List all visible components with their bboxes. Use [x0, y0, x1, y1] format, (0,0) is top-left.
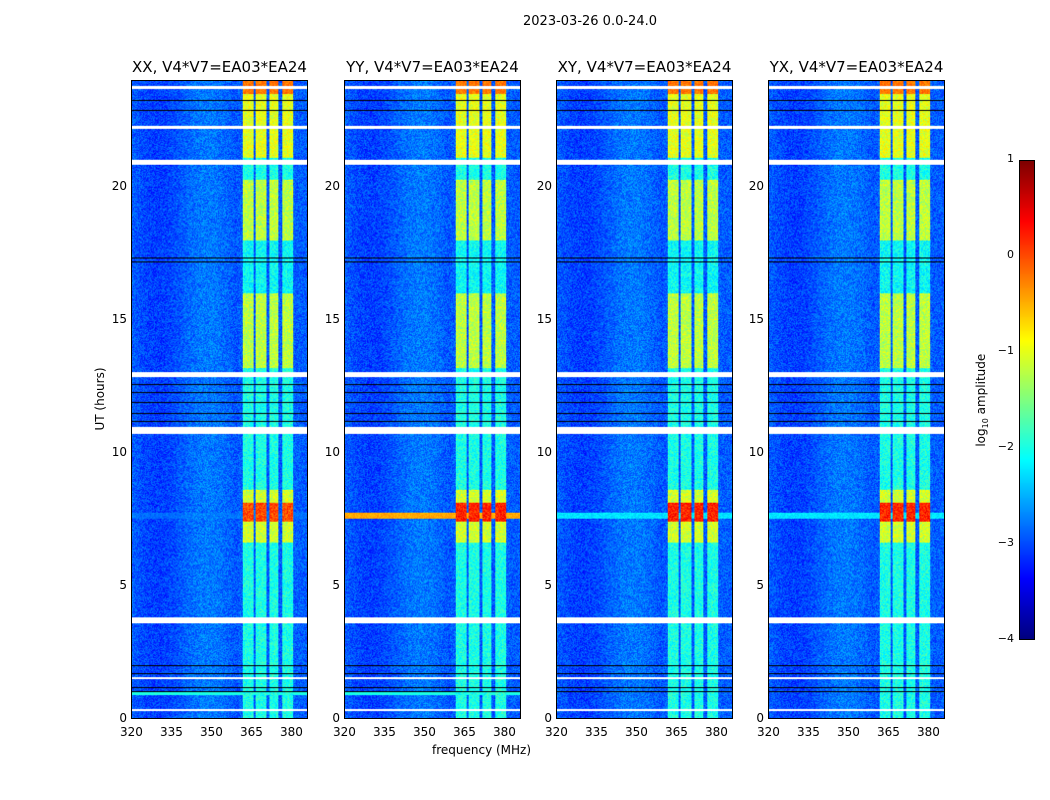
panel-title: XY, V4*V7=EA03*EA24: [557, 58, 732, 76]
x-tick-label: 380: [916, 725, 940, 739]
y-tick-label: 10: [324, 444, 340, 459]
y-tick-label: 20: [324, 178, 340, 193]
y-tick-label: 5: [544, 577, 552, 592]
panel-title: XX, V4*V7=EA03*EA24: [132, 58, 307, 76]
x-tick-label: 350: [199, 725, 223, 739]
colorbar-gradient: [1020, 161, 1034, 639]
colorbar-tick-label: 0: [1007, 248, 1014, 261]
x-tick-label: 380: [704, 725, 728, 739]
x-tick-label: 380: [492, 725, 516, 739]
spectrogram-image: [345, 81, 520, 718]
y-tick-label: 15: [536, 311, 552, 326]
spectrogram-panel: [768, 80, 945, 719]
x-tick-label: 320: [757, 725, 780, 739]
x-tick-label: 320: [120, 725, 143, 739]
colorbar-label-rest: amplitude: [973, 353, 988, 419]
spectrogram-image: [132, 81, 307, 718]
x-tick-label: 365: [876, 725, 900, 739]
x-tick-label: 335: [584, 725, 608, 739]
y-tick-label: 20: [536, 178, 552, 193]
spectrogram-image: [769, 81, 944, 718]
colorbar-tick-label: 1: [1007, 152, 1014, 165]
x-tick-label: 335: [159, 725, 183, 739]
x-tick-label: 350: [412, 725, 436, 739]
x-tick-label: 320: [545, 725, 568, 739]
y-tick-label: 20: [748, 178, 764, 193]
y-tick-label: 0: [332, 711, 340, 725]
y-tick-label: 15: [111, 311, 127, 326]
x-tick-label: 365: [452, 725, 476, 739]
colorbar-tick-label: −3: [997, 536, 1014, 549]
y-tick-label: 15: [324, 311, 340, 326]
x-axis-label: frequency (MHz): [432, 743, 532, 757]
x-tick-label: 380: [279, 725, 303, 739]
colorbar-label-sub: 10: [981, 418, 991, 429]
colorbar: [1019, 160, 1035, 640]
colorbar-tick-label: −1: [997, 344, 1014, 357]
y-tick-label: 15: [748, 311, 764, 326]
x-tick-label: 350: [624, 725, 648, 739]
x-tick-label: 320: [333, 725, 356, 739]
spectrogram-panel: [556, 80, 733, 719]
spectrogram-image: [557, 81, 732, 718]
y-tick-label: 0: [544, 711, 552, 725]
y-tick-label: 0: [119, 711, 127, 725]
panel-title: YX, V4*V7=EA03*EA24: [769, 58, 944, 76]
colorbar-tick-label: −2: [997, 440, 1014, 453]
y-tick-label: 5: [119, 577, 127, 592]
y-tick-label: 10: [748, 444, 764, 459]
y-tick-label: 10: [111, 444, 127, 459]
spectrogram-panel: [131, 80, 308, 719]
y-tick-label: 5: [756, 577, 764, 592]
x-tick-label: 365: [239, 725, 263, 739]
y-tick-label: 0: [756, 711, 764, 725]
panel-title: YY, V4*V7=EA03*EA24: [346, 58, 519, 76]
x-tick-label: 335: [796, 725, 820, 739]
x-tick-label: 335: [372, 725, 396, 739]
y-tick-label: 5: [332, 577, 340, 592]
spectrogram-panel: [344, 80, 521, 719]
x-tick-label: 365: [664, 725, 688, 739]
y-axis-label: UT (hours): [93, 367, 107, 431]
figure-title: 2023-03-26 0.0-24.0: [523, 14, 657, 29]
x-tick-label: 350: [836, 725, 860, 739]
colorbar-tick-label: −4: [997, 632, 1014, 645]
y-tick-label: 10: [536, 444, 552, 459]
y-tick-label: 20: [111, 178, 127, 193]
